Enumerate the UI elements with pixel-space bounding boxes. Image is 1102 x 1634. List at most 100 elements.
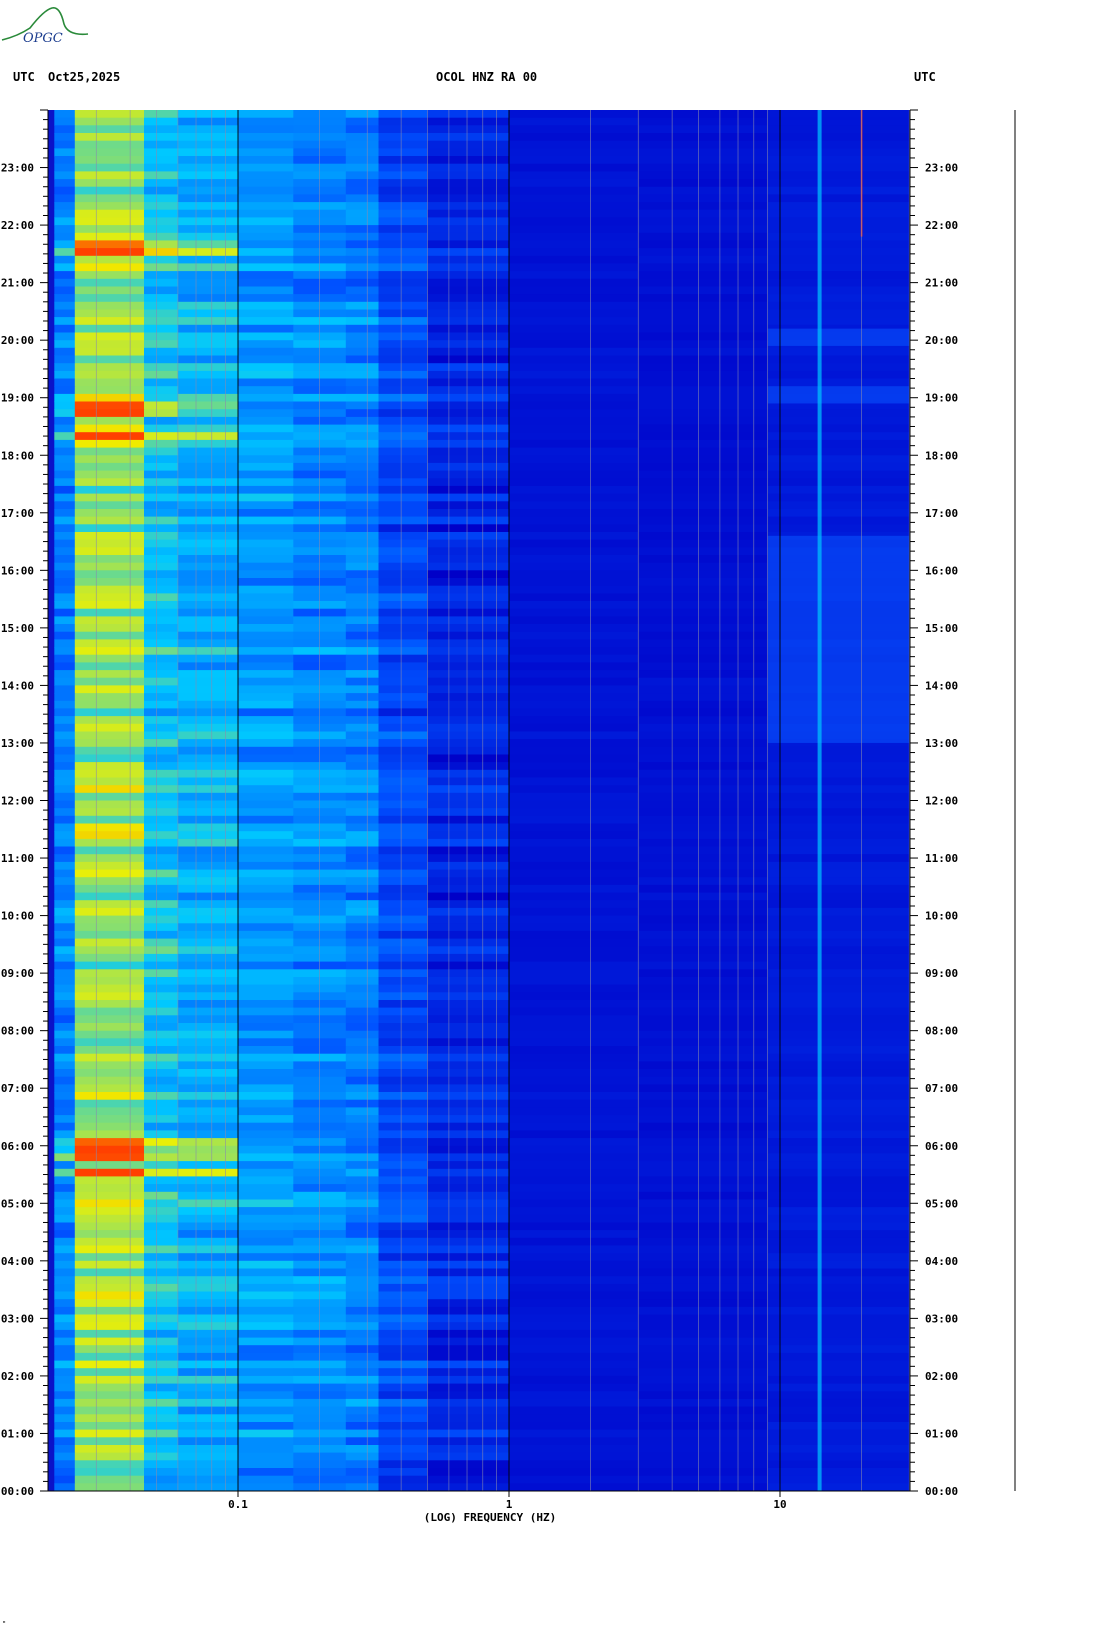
heatmap-cell <box>345 186 379 195</box>
heatmap-cell <box>427 401 510 410</box>
heatmap-cell <box>345 532 379 541</box>
heatmap-cell <box>345 1030 379 1039</box>
heatmap-cell <box>767 1260 910 1269</box>
heatmap-cell <box>378 1468 428 1477</box>
heatmap-cell <box>144 332 179 341</box>
heatmap-cell <box>378 1414 428 1423</box>
heatmap-cell <box>378 493 428 502</box>
heatmap-cell <box>767 800 910 809</box>
heatmap-cell <box>177 984 239 993</box>
heatmap-cell <box>238 570 294 579</box>
heatmap-cell <box>427 647 510 656</box>
heatmap-cell <box>144 171 179 180</box>
heatmap-cell <box>638 608 769 617</box>
heatmap-cell <box>509 877 639 886</box>
heatmap-cell <box>177 861 239 871</box>
heatmap-cell <box>378 900 428 909</box>
heatmap-cell <box>509 1383 639 1392</box>
heatmap-cell <box>427 1207 510 1216</box>
heatmap-cell <box>427 1452 510 1461</box>
heatmap-cell <box>74 977 145 986</box>
heatmap-cell <box>238 1253 294 1262</box>
heatmap-cell <box>767 455 910 464</box>
heatmap-cell <box>238 969 294 978</box>
heatmap-cell <box>238 539 294 548</box>
heatmap-cell <box>177 317 239 326</box>
heatmap-cell <box>378 1406 428 1415</box>
heatmap-cell <box>144 1406 179 1415</box>
heatmap-cell <box>238 754 294 763</box>
heatmap-cell <box>767 1015 910 1024</box>
heatmap-cell <box>54 455 76 464</box>
heatmap-cell <box>345 762 379 771</box>
heatmap-cell <box>638 1122 769 1131</box>
heatmap-cell <box>638 1145 769 1154</box>
heatmap-cell <box>177 1414 239 1423</box>
heatmap-cell <box>238 831 294 840</box>
heatmap-cell <box>638 248 769 257</box>
heatmap-cell <box>177 202 239 211</box>
heatmap-cell <box>238 1038 294 1047</box>
heatmap-cell <box>345 301 379 310</box>
heatmap-cell <box>427 317 510 326</box>
heatmap-cell <box>345 148 379 157</box>
heatmap-cell <box>638 117 769 126</box>
y-tick-label-right: 21:00 <box>925 277 958 290</box>
heatmap-cell <box>54 731 76 740</box>
heatmap-cell <box>638 1422 769 1431</box>
heatmap-cell <box>345 1291 379 1300</box>
heatmap-cell <box>238 700 294 709</box>
heatmap-cell <box>427 969 510 978</box>
heatmap-cell <box>54 1207 76 1216</box>
heatmap-cell <box>638 1468 769 1477</box>
heatmap-cell <box>378 110 428 119</box>
heatmap-cell <box>638 992 769 1001</box>
heatmap-cell <box>177 439 239 449</box>
heatmap-cell <box>74 823 145 832</box>
heatmap-cell <box>427 953 510 963</box>
heatmap-cell <box>345 1061 379 1070</box>
heatmap-cell <box>427 631 510 640</box>
heatmap-cell <box>509 110 639 119</box>
heatmap-cell <box>378 1099 428 1108</box>
heatmap-cell <box>345 616 379 625</box>
heatmap-cell <box>144 762 179 771</box>
heatmap-cell <box>144 1176 179 1185</box>
heatmap-cell <box>238 493 294 502</box>
heatmap-cell <box>638 278 769 287</box>
heatmap-cell <box>74 1368 145 1377</box>
heatmap-cell <box>74 209 145 218</box>
heatmap-cell <box>238 1161 294 1170</box>
heatmap-cell <box>345 838 379 848</box>
heatmap-cell <box>509 1483 639 1492</box>
heatmap-cell <box>638 1268 769 1277</box>
heatmap-cell <box>638 439 769 449</box>
heatmap-cell <box>427 746 510 755</box>
heatmap-cell <box>144 301 179 310</box>
heatmap-cell <box>345 555 379 564</box>
heatmap-cell <box>238 171 294 180</box>
heatmap-cell <box>177 1161 239 1170</box>
heatmap-cell <box>144 110 179 119</box>
heatmap-cell <box>177 1383 239 1392</box>
heatmap-cell <box>74 1283 145 1293</box>
heatmap-cell <box>74 1253 145 1262</box>
heatmap-cell <box>54 278 76 287</box>
heatmap-cell <box>509 1337 639 1346</box>
heatmap-cell <box>638 1176 769 1185</box>
heatmap-cell <box>767 179 910 188</box>
heatmap-cell <box>54 977 76 986</box>
heatmap-cell <box>74 915 145 924</box>
heatmap-cell <box>427 1107 510 1116</box>
heatmap-cell <box>767 1452 910 1461</box>
heatmap-cell <box>74 938 145 947</box>
heatmap-cell <box>638 647 769 656</box>
heatmap-cell <box>345 432 379 441</box>
heatmap-cell <box>238 1007 294 1016</box>
heatmap-cell <box>345 808 379 817</box>
heatmap-cell <box>177 977 239 986</box>
heatmap-cell <box>378 708 428 717</box>
heatmap-cell <box>144 593 179 602</box>
heatmap-cell <box>54 347 76 356</box>
heatmap-cell <box>345 831 379 840</box>
